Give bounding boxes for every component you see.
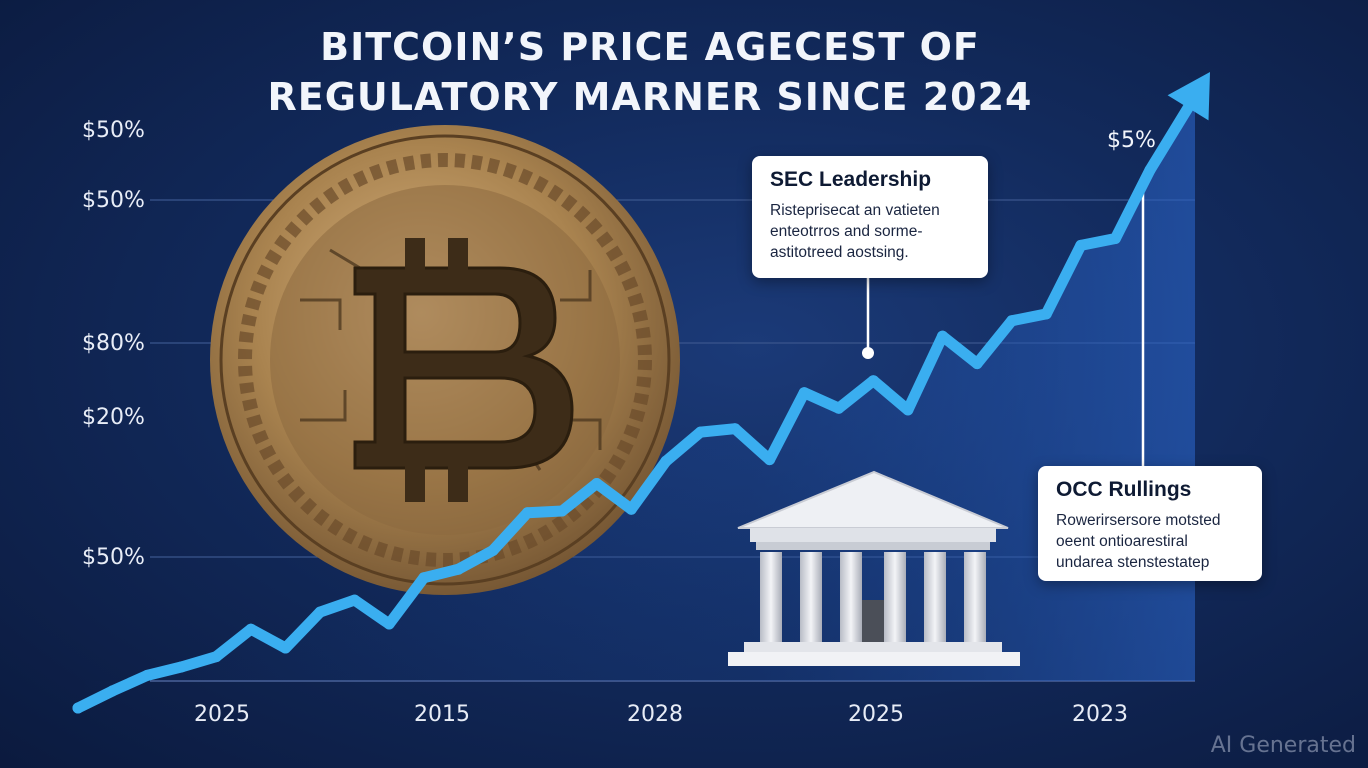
y-tick-label: $50% xyxy=(82,545,145,570)
ai-generated-watermark: AI Generated xyxy=(1210,733,1356,758)
y-tick-label: $20% xyxy=(82,405,145,430)
data-point xyxy=(314,606,326,618)
y-tick-label: $50% xyxy=(82,188,145,213)
data-point xyxy=(1109,233,1121,244)
data-point xyxy=(522,507,533,519)
y-tick-label: $80% xyxy=(82,331,145,356)
sec-callout-line: Risteprisecat an vatieten xyxy=(770,202,940,219)
area-fill xyxy=(78,99,1195,708)
data-point xyxy=(695,426,706,438)
occ-callout-line: oeent ontioarestiral xyxy=(1056,533,1188,550)
data-point xyxy=(72,702,84,714)
x-tick-label: 2015 xyxy=(414,702,470,727)
data-point xyxy=(937,330,948,342)
x-tick-label: 2023 xyxy=(1072,702,1128,727)
data-point xyxy=(764,454,776,466)
sec-callout-text: Risteprisecat an vatieten enteotrros and… xyxy=(770,200,970,263)
data-point xyxy=(591,478,603,489)
data-point xyxy=(176,661,188,673)
data-point xyxy=(625,503,637,515)
occ-callout-text: Rowerirsersore motsted oeent ontioaresti… xyxy=(1056,510,1244,573)
data-points xyxy=(72,164,1156,714)
data-point xyxy=(1006,315,1018,327)
government-building-icon xyxy=(728,470,1020,666)
bitcoin-coin-icon xyxy=(210,125,680,595)
data-point xyxy=(280,642,291,654)
sec-callout-line: astitotreed aostsing. xyxy=(770,244,909,261)
sec-leadership-callout: SEC Leadership Risteprisecat an vatieten… xyxy=(752,156,988,278)
sec-callout-line: enteotrros and sorme- xyxy=(770,223,923,240)
occ-callout-title: OCC Rullings xyxy=(1056,478,1192,501)
peak-value-label: $5% xyxy=(1107,128,1156,153)
data-point xyxy=(245,623,257,635)
data-point xyxy=(556,505,568,517)
y-tick-label: $50% xyxy=(82,118,145,143)
data-point xyxy=(141,669,153,681)
occ-callout-line: Rowerirsersore motsted xyxy=(1056,512,1221,529)
data-point xyxy=(383,618,395,630)
data-point xyxy=(452,563,464,575)
data-point xyxy=(107,685,119,697)
title-line-1: BITCOIN’S PRICE AGECEST OF xyxy=(320,25,980,69)
data-point xyxy=(1040,308,1052,320)
occ-callout-line: undarea stenstestatep xyxy=(1056,554,1210,571)
sec-callout-title: SEC Leadership xyxy=(770,168,932,191)
data-point xyxy=(1144,164,1156,176)
x-tick-label: 2025 xyxy=(194,702,250,727)
title-line-2: REGULATORY MARNER SINCE 2024 xyxy=(267,75,1033,119)
x-tick-label: 2028 xyxy=(627,702,683,727)
arrow-head-icon xyxy=(1167,72,1210,121)
occ-rulings-callout: OCC Rullings Rowerirsersore motsted oeen… xyxy=(1038,466,1262,581)
data-point xyxy=(798,387,810,399)
data-point xyxy=(971,358,983,370)
x-tick-label: 2025 xyxy=(848,702,904,727)
data-point xyxy=(1075,239,1087,251)
data-point xyxy=(487,544,499,556)
data-point xyxy=(660,455,672,467)
data-point xyxy=(418,572,430,584)
data-point xyxy=(867,375,879,387)
sec-connector-dot xyxy=(862,347,874,359)
data-point xyxy=(902,404,914,416)
data-point xyxy=(349,594,361,606)
data-point xyxy=(833,402,845,414)
chart-title: BITCOIN’S PRICE AGECEST OF REGULATORY MA… xyxy=(0,22,1300,122)
data-point xyxy=(729,423,741,435)
data-point xyxy=(210,651,222,663)
